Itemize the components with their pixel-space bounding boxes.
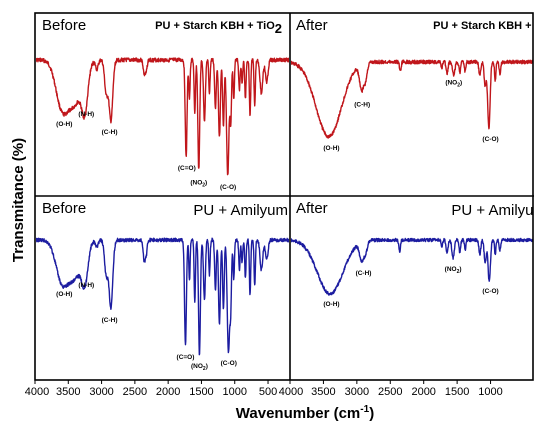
x-tick-label: 2500 xyxy=(123,386,147,398)
peak-label: (C-H) xyxy=(356,270,372,277)
x-tick-label: 1000 xyxy=(222,386,246,398)
peak-label: (C=O) xyxy=(178,165,196,172)
panel-subtitle: PU + Starch KBH + TiO2 xyxy=(155,20,282,36)
peak-label: (C-O) xyxy=(482,136,498,143)
spectrum-line-br xyxy=(291,237,533,296)
panel-subtitle: PU + Amilyum xyxy=(193,202,288,219)
panel-state-label: Before xyxy=(42,200,86,217)
peak-label: (O-H) xyxy=(323,145,339,152)
x-tick-label: 4000 xyxy=(279,386,303,398)
peak-label: (O-H) xyxy=(323,301,339,308)
peak-label: (C-H) xyxy=(354,102,370,109)
x-tick-label: 2500 xyxy=(378,386,402,398)
panels-layer: Before PU + Starch KBH + TiO2 (O-H) (N-H) (C… xyxy=(36,17,534,372)
peak-label: (C-O) xyxy=(221,360,237,367)
panel-state-label: Before xyxy=(42,17,86,34)
panel-subtitle: PU + Amilyum xyxy=(451,202,534,219)
x-tick-label: 3500 xyxy=(311,386,335,398)
spectrum-line-tr xyxy=(291,59,533,139)
x-tick-label: 2000 xyxy=(411,386,435,398)
peak-label: (C-O) xyxy=(220,184,236,191)
panel-state-label: After xyxy=(296,17,328,34)
x-tick-label: 3000 xyxy=(89,386,113,398)
panel-subtitle: PU + Starch KBH + TiO2 xyxy=(433,20,534,36)
spectrum-line-tl xyxy=(36,57,289,176)
y-axis-label: Transmitance (%) xyxy=(10,138,27,262)
peak-label: (NO2) xyxy=(191,363,208,372)
peak-label: (C-H) xyxy=(102,129,118,136)
peak-label: (O-H) xyxy=(56,121,72,128)
x-axis-label: Wavenumber (cm-1) xyxy=(236,404,374,422)
peak-label: (NO2) xyxy=(445,80,462,89)
peak-label: (C-O) xyxy=(482,288,498,295)
peak-label: (NO2) xyxy=(445,266,462,275)
peak-label: (NO2) xyxy=(190,179,207,188)
x-ticks: 4000 3500 3000 2500 2000 1500 1000 500 4000 3500 3… xyxy=(25,380,503,398)
x-tick-label: 4000 xyxy=(25,386,49,398)
panel-tr: After PU + Starch KBH + TiO2 (O-H) (C-H) (NO… xyxy=(291,17,534,152)
x-tick-label: 2000 xyxy=(156,386,180,398)
panel-tl: Before PU + Starch KBH + TiO2 (O-H) (N-H) (C… xyxy=(36,17,289,191)
x-tick-label: 1500 xyxy=(189,386,213,398)
x-tick-label: 3500 xyxy=(56,386,80,398)
peak-label: (N-H) xyxy=(78,282,94,289)
x-tick-label: 1000 xyxy=(478,386,502,398)
x-tick-label: 1500 xyxy=(445,386,469,398)
panel-bl: Before PU + Amilyum (O-H) (N-H) (C-H) (C=O) (N… xyxy=(36,200,289,372)
x-tick-label: 500 xyxy=(259,386,277,398)
panel-br: After PU + Amilyum (O-H) (C-H) (NO2) (C-O) xyxy=(291,200,534,308)
peak-label: (N-H) xyxy=(78,111,94,118)
peak-label: (C=O) xyxy=(177,354,195,361)
peak-label: (C-H) xyxy=(102,317,118,324)
x-tick-label: 3000 xyxy=(345,386,369,398)
panel-state-label: After xyxy=(296,200,328,217)
peak-label: (O-H) xyxy=(56,291,72,298)
frame-layer xyxy=(34,12,534,381)
spectrum-line-bl xyxy=(36,237,289,356)
